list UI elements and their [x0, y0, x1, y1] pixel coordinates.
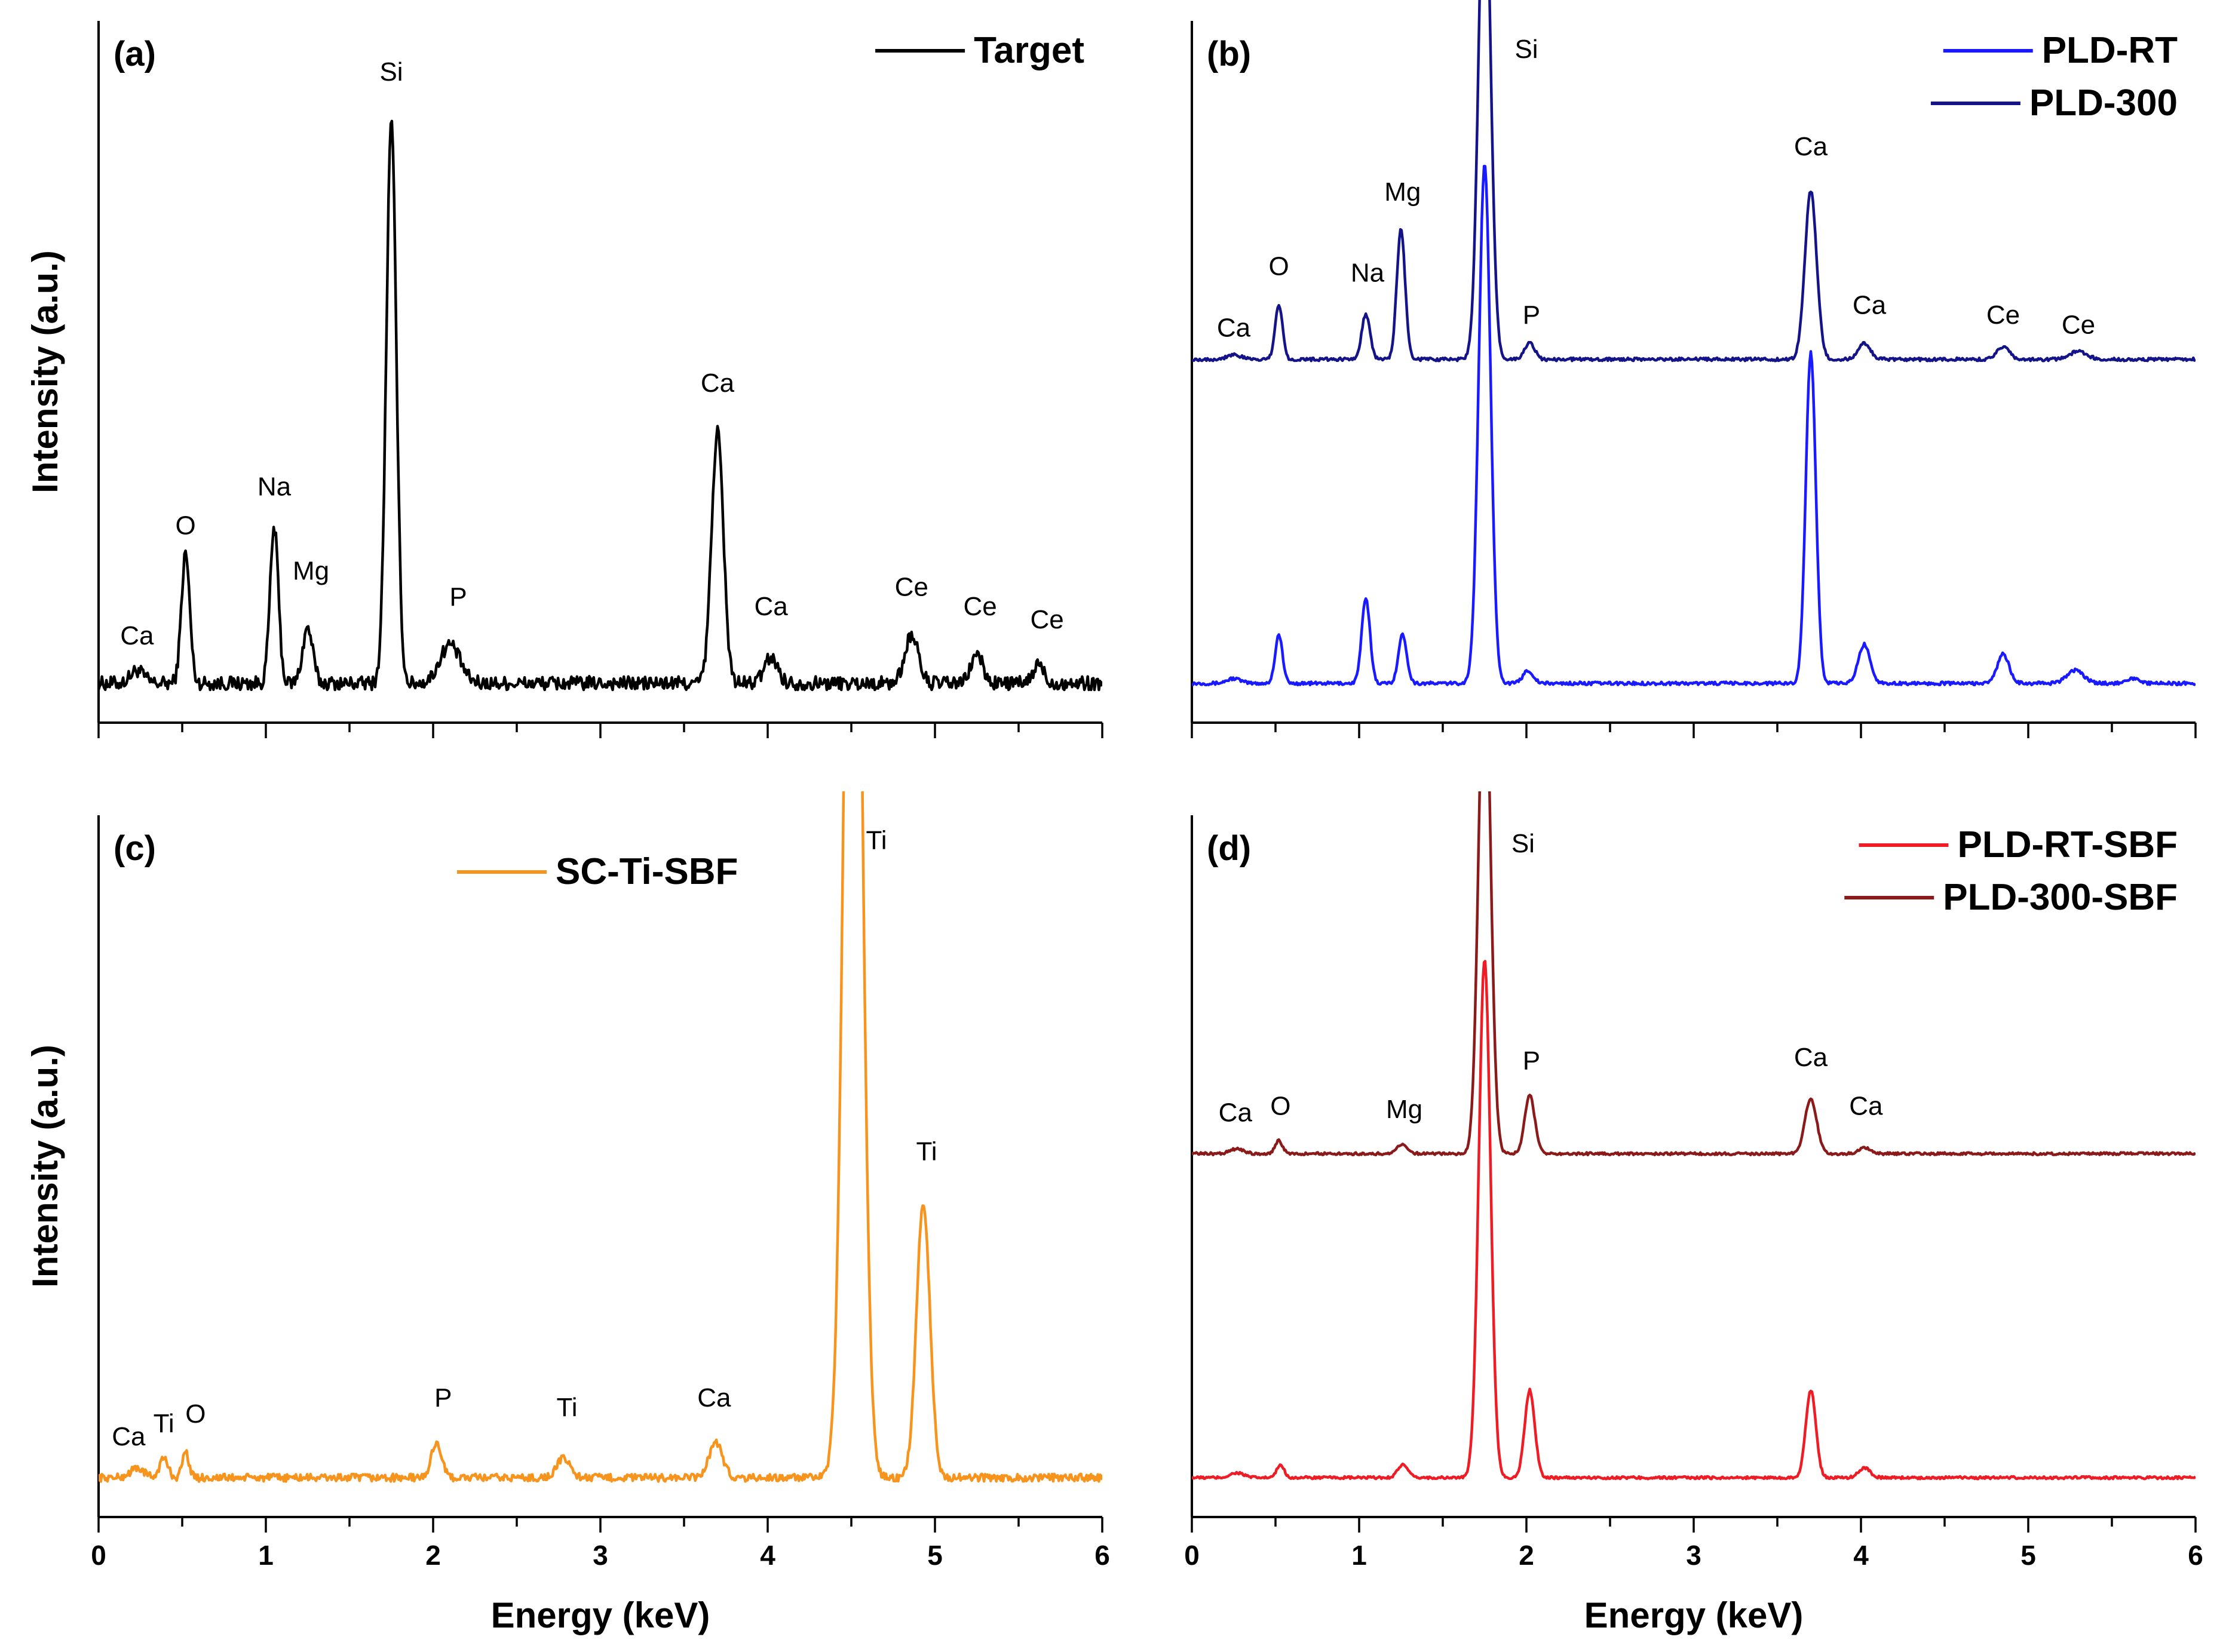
peak-label: Ca [701, 369, 735, 398]
peak-label: Na [1351, 258, 1385, 287]
peak-label: Mg [1386, 1095, 1422, 1124]
peak-label: Ca [754, 592, 788, 621]
x-tick-label: 4 [1853, 1540, 1869, 1571]
series-line-pld-rt-sbf [1192, 960, 2196, 1481]
peak-label: Ce [2062, 310, 2095, 339]
peak-label: Ce [895, 573, 928, 602]
peak-label: Ca [1794, 1043, 1828, 1072]
peak-label: Mg [293, 557, 329, 586]
x-tick-label: 0 [1184, 1540, 1200, 1571]
peak-label: O [175, 511, 195, 541]
peak-label: Ti [556, 1393, 577, 1422]
x-tick-label: 2 [1519, 1540, 1534, 1571]
series-line-sc-ti-sbf [99, 791, 1102, 1483]
peak-label: P [1523, 1046, 1540, 1076]
peak-label: Ca [1794, 132, 1828, 161]
peak-label: Ti [866, 826, 887, 855]
peak-label: O [1268, 252, 1289, 281]
peak-label: P [449, 582, 467, 612]
peak-label: Si [1511, 829, 1535, 858]
peak-label: Si [379, 57, 403, 87]
series-line-pld-rt [1192, 164, 2196, 687]
peak-label: Ca [1219, 1098, 1253, 1127]
series-line-target [99, 119, 1102, 692]
series-line-pld-300 [1192, 0, 2196, 363]
peak-label: Mg [1384, 177, 1421, 207]
series-line-pld-300-sbf [1192, 791, 2196, 1157]
x-tick-label: 4 [760, 1540, 775, 1571]
peak-label: Ca [112, 1422, 146, 1451]
peak-label: Ti [916, 1137, 937, 1166]
legend-label: Target [974, 30, 1084, 71]
x-tick-label: 1 [258, 1540, 274, 1571]
peak-label: Ce [963, 592, 997, 621]
panel-c: 0 1 2 3 4 5 6 Energy (keV) Intensity (a.u.) (c) SC… [25, 791, 1110, 1635]
legend-label: PLD-RT-SBF [1957, 824, 2178, 865]
legend-label: PLD-300 [2029, 82, 2178, 124]
legend-label: PLD-RT [2042, 30, 2178, 71]
x-tick-label: 3 [593, 1540, 608, 1571]
x-tick-label: 1 [1351, 1540, 1367, 1571]
peak-label: Ca [1217, 314, 1251, 343]
x-tick-label: 6 [1094, 1540, 1110, 1571]
peak-label: Si [1514, 35, 1538, 64]
peak-label: Ti [154, 1409, 174, 1438]
panel-label: (b) [1207, 35, 1251, 73]
peak-label: Ca [1849, 1092, 1883, 1121]
x-tick-label: 3 [1686, 1540, 1701, 1571]
x-tick-label: 0 [91, 1540, 106, 1571]
x-tick-label: 5 [2020, 1540, 2036, 1571]
y-axis-label: Intensity (a.u.) [25, 1045, 65, 1288]
panel-label: (c) [114, 829, 156, 868]
x-axis-label: Energy (keV) [491, 1595, 710, 1635]
peak-label: Ce [1986, 300, 2020, 330]
peak-label: Ca [697, 1383, 731, 1413]
peak-label: O [1270, 1092, 1290, 1121]
x-tick-label: 5 [927, 1540, 943, 1571]
peak-label: Ca [120, 621, 154, 650]
x-axis-label: Energy (keV) [1584, 1595, 1804, 1635]
panel-label: (d) [1207, 829, 1251, 868]
legend-label: SC-Ti-SBF [556, 851, 738, 892]
panel-d: 0 1 2 3 4 5 6 Energy (keV) (d) PLD-RT-SBF PLD-300-… [1184, 791, 2203, 1635]
x-tick-label: 6 [2188, 1540, 2203, 1571]
x-tick-label: 2 [425, 1540, 441, 1571]
panel-a: Intensity (a.u.) (a) Target Ca O Na Mg Si P Ca Ca C… [25, 21, 1103, 738]
peak-label: Na [257, 472, 292, 502]
peak-label: P [1523, 300, 1540, 330]
legend-label: PLD-300-SBF [1943, 877, 2178, 918]
peak-label: O [185, 1399, 206, 1429]
peak-label: Ca [1853, 291, 1887, 320]
peak-label: Ce [1030, 605, 1063, 634]
peak-label: P [434, 1383, 452, 1413]
panel-b: (b) PLD-RT PLD-300 Ca O Na Mg Si P Ca Ca Ce Ce [1191, 0, 2197, 738]
y-axis-label: Intensity (a.u.) [25, 250, 65, 493]
panel-label: (a) [114, 35, 156, 73]
